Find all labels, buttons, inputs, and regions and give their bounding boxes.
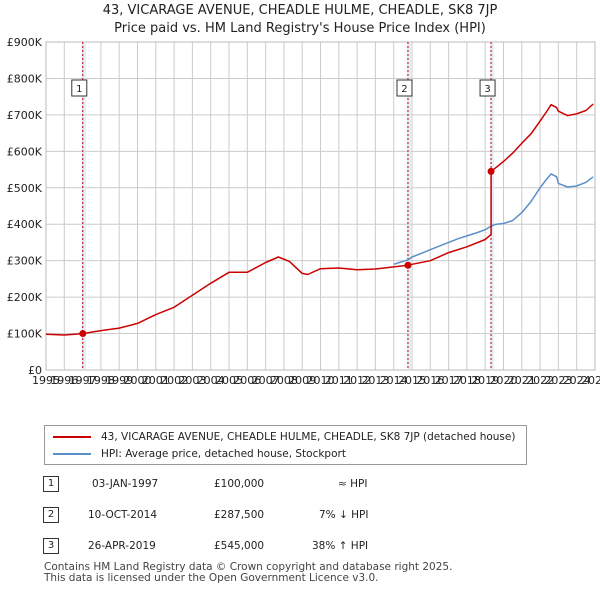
y-tick-label: £500K bbox=[7, 182, 43, 195]
y-tick-label: £0 bbox=[28, 364, 42, 377]
transaction-row: 3 26-APR-2019 £545,000 38% ↑ HPI bbox=[0, 538, 600, 558]
transaction-date: 03-JAN-1997 bbox=[92, 478, 159, 490]
x-tick-label: 2021 bbox=[508, 374, 536, 387]
x-tick-label: 2006 bbox=[233, 374, 261, 387]
sale-label-2: 2 bbox=[401, 84, 407, 95]
transaction-price: £545,000 bbox=[214, 540, 265, 552]
transaction-hpi: ≈ HPI bbox=[338, 478, 368, 490]
transaction-row: 2 10-OCT-2014 £287,500 7% ↓ HPI bbox=[0, 507, 600, 527]
legend-swatch-property bbox=[53, 436, 91, 438]
chart-title: 43, VICARAGE AVENUE, CHEADLE HULME, CHEA… bbox=[102, 3, 498, 18]
x-tick-label: 2009 bbox=[288, 374, 316, 387]
x-tick-label: 1999 bbox=[105, 374, 133, 387]
chart-subtitle: Price paid vs. HM Land Registry's House … bbox=[114, 21, 486, 36]
x-tick-label: 1997 bbox=[69, 374, 97, 387]
x-tick-label: 2008 bbox=[270, 374, 298, 387]
transaction-badge: 3 bbox=[43, 538, 59, 554]
sale-band bbox=[81, 42, 86, 370]
legend-swatch-hpi bbox=[53, 453, 91, 455]
x-tick-label: 2002 bbox=[160, 374, 188, 387]
transaction-hpi: 7% ↓ HPI bbox=[319, 509, 369, 521]
x-tick-label: 2010 bbox=[307, 374, 335, 387]
x-tick-label: 2005 bbox=[215, 374, 243, 387]
x-tick-label: 2024 bbox=[563, 374, 591, 387]
sale-label-3: 3 bbox=[484, 84, 490, 95]
x-tick-label: 2012 bbox=[343, 374, 371, 387]
y-tick-label: £900K bbox=[7, 36, 43, 49]
transaction-date: 10-OCT-2014 bbox=[88, 509, 157, 521]
footer-licence: This data is licensed under the Open Gov… bbox=[44, 572, 379, 584]
plot-area bbox=[45, 41, 596, 371]
x-tick-label: 1995 bbox=[32, 374, 60, 387]
x-tick-label: 1996 bbox=[50, 374, 78, 387]
y-tick-label: £800K bbox=[7, 72, 43, 85]
sale-label-box bbox=[396, 79, 413, 97]
y-tick-label: £300K bbox=[7, 255, 43, 268]
footer-copyright: Contains HM Land Registry data © Crown c… bbox=[44, 561, 453, 573]
x-tick-label: 2013 bbox=[361, 374, 389, 387]
x-tick-label: 2022 bbox=[526, 374, 554, 387]
hpi-line bbox=[393, 173, 594, 266]
x-tick-label: 2004 bbox=[197, 374, 225, 387]
y-tick-label: £600K bbox=[7, 145, 43, 158]
sale-point bbox=[79, 330, 87, 338]
x-tick-label: 2020 bbox=[490, 374, 518, 387]
x-tick-label: 2007 bbox=[252, 374, 280, 387]
sale-label-box bbox=[479, 79, 496, 97]
x-tick-label: 2016 bbox=[416, 374, 444, 387]
legend-label-hpi: HPI: Average price, detached house, Stoc… bbox=[101, 448, 346, 460]
footer: Contains HM Land Registry data © Crown c… bbox=[44, 562, 452, 584]
x-tick-label: 2000 bbox=[124, 374, 152, 387]
y-tick-label: £400K bbox=[7, 218, 43, 231]
x-tick-label: 2003 bbox=[178, 374, 206, 387]
x-tick-label: 2015 bbox=[398, 374, 426, 387]
transaction-badge: 1 bbox=[43, 476, 59, 492]
y-tick-label: £700K bbox=[7, 109, 43, 122]
sale-band bbox=[490, 42, 495, 370]
x-tick-label: 2011 bbox=[325, 374, 353, 387]
y-tick-label: £100K bbox=[7, 328, 43, 341]
sale-band bbox=[406, 42, 411, 370]
transaction-row: 1 03-JAN-1997 £100,000 ≈ HPI bbox=[0, 476, 600, 496]
chart-legend: 43, VICARAGE AVENUE, CHEADLE HULME, CHEA… bbox=[44, 425, 527, 465]
x-tick-label: 2001 bbox=[142, 374, 170, 387]
x-tick-label: 2025 bbox=[581, 374, 600, 387]
transaction-hpi: 38% ↑ HPI bbox=[312, 540, 369, 552]
property-price-line bbox=[45, 103, 594, 336]
x-tick-label: 2017 bbox=[435, 374, 463, 387]
y-tick-label: £200K bbox=[7, 291, 43, 304]
transaction-price: £287,500 bbox=[214, 509, 265, 521]
legend-item-property: 43, VICARAGE AVENUE, CHEADLE HULME, CHEA… bbox=[53, 429, 515, 445]
sale-label-1: 1 bbox=[76, 84, 82, 95]
x-tick-label: 2019 bbox=[471, 374, 499, 387]
transaction-badge: 2 bbox=[43, 507, 59, 523]
transaction-date: 26-APR-2019 bbox=[88, 540, 156, 552]
x-tick-label: 2014 bbox=[380, 374, 408, 387]
transaction-price: £100,000 bbox=[214, 478, 265, 490]
sale-point bbox=[487, 167, 495, 175]
sale-label-box bbox=[71, 79, 88, 97]
x-tick-label: 2023 bbox=[544, 374, 572, 387]
sale-point bbox=[404, 261, 412, 269]
legend-label-property: 43, VICARAGE AVENUE, CHEADLE HULME, CHEA… bbox=[101, 431, 516, 443]
x-tick-label: 2018 bbox=[453, 374, 481, 387]
price-chart: £0 £100K £200K £300K £400K £500K £600K £700K £80… bbox=[7, 36, 600, 387]
x-tick-label: 1998 bbox=[87, 374, 115, 387]
legend-item-hpi: HPI: Average price, detached house, Stoc… bbox=[53, 446, 346, 462]
